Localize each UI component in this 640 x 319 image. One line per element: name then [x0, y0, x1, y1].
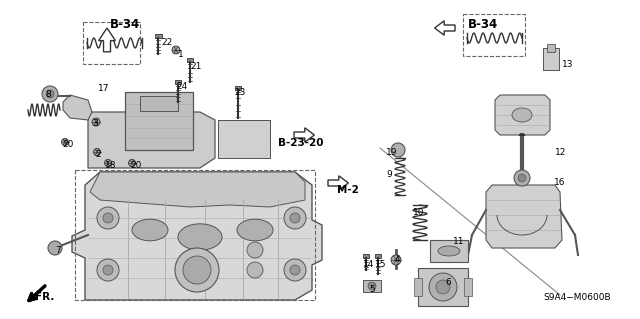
- Circle shape: [48, 241, 62, 255]
- Circle shape: [436, 280, 450, 294]
- Bar: [375, 254, 381, 258]
- Circle shape: [103, 265, 113, 275]
- Circle shape: [247, 242, 263, 258]
- Text: M-2: M-2: [337, 185, 359, 195]
- Bar: [235, 86, 241, 90]
- Text: 9: 9: [386, 170, 392, 179]
- Bar: [140, 96, 178, 111]
- Circle shape: [175, 248, 219, 292]
- Polygon shape: [435, 21, 455, 35]
- Bar: [125, 92, 193, 150]
- Text: 24: 24: [176, 82, 188, 91]
- Text: FR.: FR.: [35, 292, 54, 302]
- Circle shape: [290, 213, 300, 223]
- Text: 7: 7: [55, 246, 61, 255]
- Circle shape: [290, 265, 300, 275]
- Polygon shape: [99, 28, 115, 52]
- Text: 20: 20: [62, 140, 74, 149]
- Polygon shape: [63, 95, 92, 120]
- Text: 11: 11: [453, 237, 465, 246]
- Circle shape: [183, 256, 211, 284]
- Circle shape: [391, 255, 401, 265]
- Text: 17: 17: [98, 84, 109, 93]
- Text: S9A4−M0600B: S9A4−M0600B: [543, 293, 611, 302]
- Bar: [363, 254, 369, 258]
- Circle shape: [368, 282, 376, 290]
- Ellipse shape: [237, 219, 273, 241]
- Circle shape: [103, 213, 113, 223]
- Text: 15: 15: [375, 260, 387, 269]
- Circle shape: [429, 273, 457, 301]
- Circle shape: [104, 160, 111, 167]
- Bar: [414, 278, 422, 296]
- Polygon shape: [486, 185, 562, 248]
- Text: 18: 18: [105, 161, 116, 170]
- Polygon shape: [328, 176, 348, 190]
- Bar: [187, 58, 193, 62]
- Polygon shape: [294, 128, 314, 142]
- Ellipse shape: [512, 108, 532, 122]
- Text: 21: 21: [190, 62, 202, 71]
- Text: 16: 16: [554, 178, 566, 187]
- Circle shape: [97, 259, 119, 281]
- Circle shape: [92, 118, 100, 126]
- Bar: [547, 44, 555, 52]
- Ellipse shape: [178, 224, 222, 250]
- Circle shape: [61, 138, 68, 145]
- Circle shape: [284, 259, 306, 281]
- Text: 2: 2: [95, 150, 100, 159]
- Text: 22: 22: [161, 38, 172, 47]
- Circle shape: [97, 207, 119, 229]
- Circle shape: [42, 86, 58, 102]
- Text: 20: 20: [130, 161, 141, 170]
- Bar: [463, 14, 525, 56]
- Circle shape: [46, 90, 54, 98]
- Circle shape: [391, 143, 405, 157]
- Text: 13: 13: [562, 60, 573, 69]
- Circle shape: [284, 207, 306, 229]
- Text: 8: 8: [45, 90, 51, 99]
- Bar: [543, 48, 559, 70]
- Bar: [154, 33, 161, 39]
- Text: 10: 10: [413, 208, 424, 217]
- Polygon shape: [218, 120, 270, 158]
- Text: 23: 23: [234, 88, 245, 97]
- Bar: [418, 268, 468, 306]
- Ellipse shape: [132, 219, 168, 241]
- Bar: [175, 80, 181, 84]
- Circle shape: [172, 46, 180, 54]
- Text: 5: 5: [369, 285, 375, 294]
- Bar: [363, 280, 381, 292]
- Ellipse shape: [438, 246, 460, 256]
- Circle shape: [514, 170, 530, 186]
- Text: 6: 6: [445, 278, 451, 287]
- Polygon shape: [495, 95, 550, 135]
- Circle shape: [518, 174, 526, 182]
- Bar: [464, 278, 472, 296]
- Circle shape: [93, 149, 100, 155]
- Polygon shape: [72, 172, 322, 300]
- Text: 19: 19: [386, 148, 397, 157]
- Text: B-23-20: B-23-20: [278, 138, 323, 148]
- Text: B-34: B-34: [110, 18, 140, 31]
- Circle shape: [247, 262, 263, 278]
- Text: 3: 3: [92, 119, 98, 128]
- Bar: [83, 22, 140, 64]
- Text: B-34: B-34: [468, 18, 499, 31]
- Bar: [430, 240, 468, 262]
- Polygon shape: [90, 172, 305, 207]
- Polygon shape: [88, 112, 215, 168]
- Text: 1: 1: [178, 50, 184, 59]
- Text: 14: 14: [363, 260, 374, 269]
- Bar: [75, 170, 315, 300]
- Circle shape: [129, 160, 136, 167]
- Text: 12: 12: [555, 148, 566, 157]
- Text: 4: 4: [395, 255, 401, 264]
